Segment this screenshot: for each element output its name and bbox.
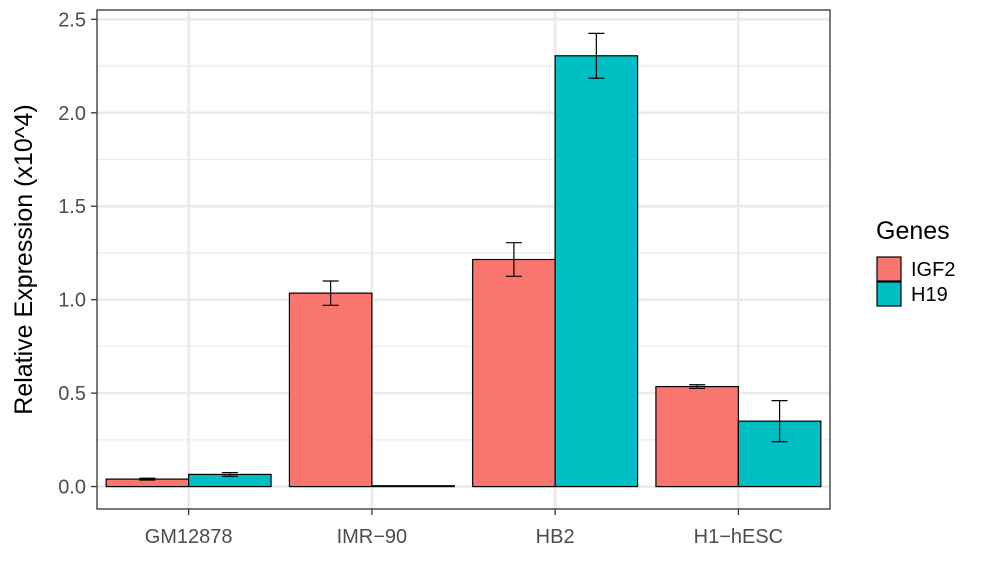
legend-key-igf2 <box>876 256 902 282</box>
axes: 0.0 0.5 1.0 1.5 2.0 2.5 GM12878 IMR−90 HB2 H1−hES… <box>58 9 783 548</box>
y-tick-label: 1.0 <box>58 290 86 312</box>
legend-label-igf2: IGF2 <box>911 259 955 281</box>
bars <box>105 55 822 488</box>
x-tick-label: IMR−90 <box>337 526 408 548</box>
bar-igf2 <box>472 258 556 488</box>
legend-items: IGF2 H19 <box>876 256 955 307</box>
y-tick-label: 0.0 <box>58 477 86 499</box>
y-tick-label: 0.5 <box>58 383 86 405</box>
x-tick-label: GM12878 <box>145 526 233 548</box>
legend-title: Genes <box>876 217 950 245</box>
error-bars <box>139 32 788 481</box>
y-axis-title: Relative Expression (x10^4) <box>10 104 38 414</box>
y-tick-label: 2.5 <box>58 9 86 31</box>
legend-label-h19: H19 <box>911 284 948 306</box>
legend: Genes IGF2 H19 <box>876 217 955 307</box>
legend-key-h19 <box>876 281 902 307</box>
bar-igf2 <box>288 292 373 488</box>
bar-igf2 <box>655 385 739 488</box>
y-tick-label: 2.0 <box>58 103 86 125</box>
x-tick-label: HB2 <box>536 526 575 548</box>
panel-border <box>96 9 831 510</box>
bar-h19 <box>371 485 455 488</box>
y-tick-label: 1.5 <box>58 196 86 218</box>
x-tick-label: H1−hESC <box>694 526 784 548</box>
bar-h19 <box>554 55 639 488</box>
